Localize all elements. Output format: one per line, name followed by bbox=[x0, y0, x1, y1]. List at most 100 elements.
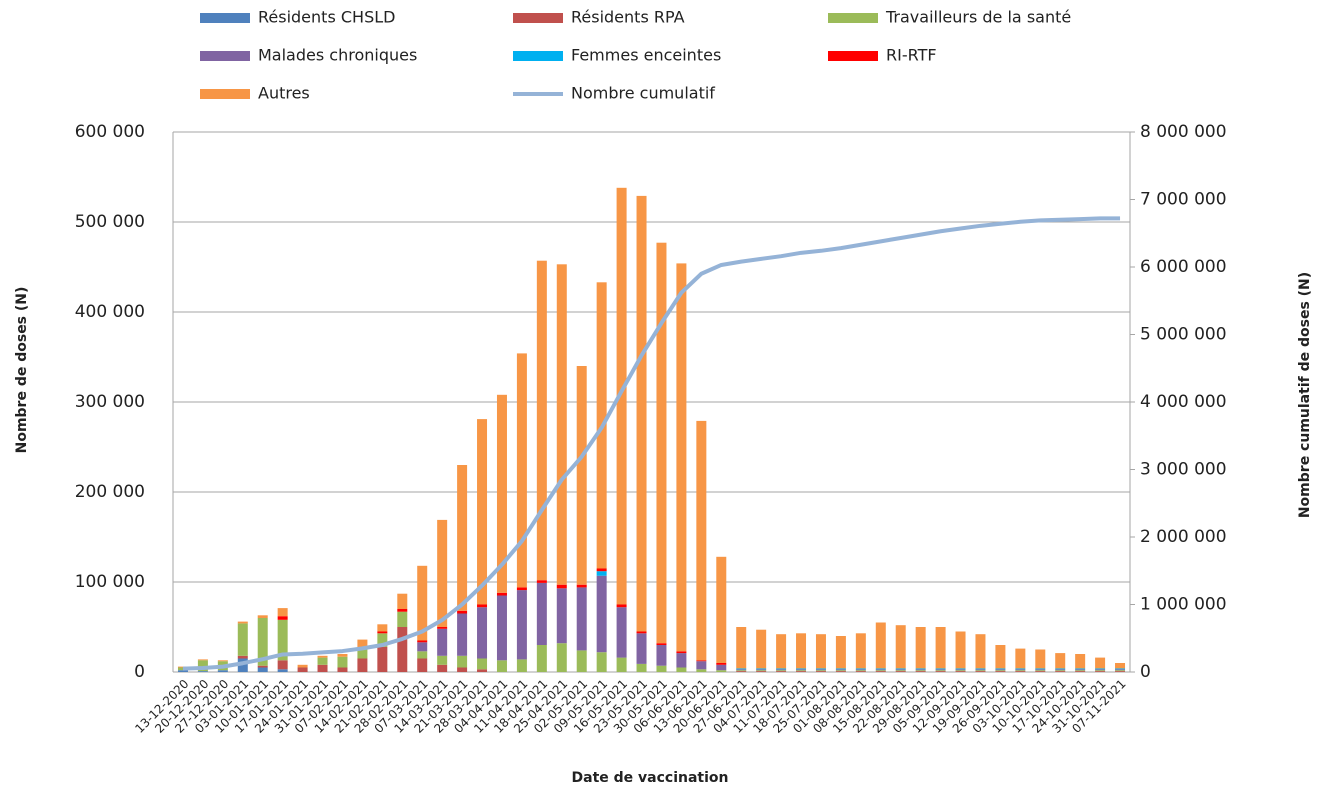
bar-segment bbox=[616, 604, 627, 608]
bar-segment bbox=[257, 665, 268, 668]
bar-segment bbox=[1055, 668, 1066, 670]
bar-segment bbox=[257, 667, 268, 672]
bar-segment bbox=[397, 627, 408, 672]
bar-segment bbox=[656, 645, 667, 666]
bar-segment bbox=[496, 595, 507, 661]
bar-segment bbox=[776, 634, 787, 669]
bar-segment bbox=[756, 629, 767, 669]
y2-axis-title: Nombre cumulatif de doses (N) bbox=[1297, 272, 1313, 518]
bar-segment bbox=[496, 660, 507, 672]
bar-segment bbox=[815, 669, 826, 671]
bar-segment bbox=[796, 633, 807, 669]
bar-segment bbox=[935, 669, 946, 671]
legend-label: Malades chroniques bbox=[258, 46, 417, 65]
bar-segment bbox=[895, 625, 906, 669]
bar-segment bbox=[1115, 671, 1126, 672]
bar-segment bbox=[477, 604, 488, 608]
bar-segment bbox=[855, 668, 866, 670]
legend-swatch bbox=[513, 51, 563, 61]
bar-segment bbox=[815, 668, 826, 670]
bar-segment bbox=[895, 671, 906, 672]
bar-segment bbox=[935, 671, 946, 672]
y-tick-label: 600 000 bbox=[75, 122, 145, 142]
bar-segment bbox=[297, 667, 308, 672]
bar-segment bbox=[1115, 670, 1126, 672]
bar-segment bbox=[875, 669, 886, 671]
bar-segment bbox=[875, 670, 886, 672]
legend-label: Résidents CHSLD bbox=[258, 8, 395, 27]
y2-tick-label: 1 000 000 bbox=[1140, 595, 1227, 615]
bar-segment bbox=[995, 669, 1006, 671]
bar-segment bbox=[815, 670, 826, 672]
bar-segment bbox=[975, 670, 986, 672]
y-axis-title: Nombre de doses (N) bbox=[14, 287, 30, 454]
bar-segment bbox=[955, 670, 966, 672]
bar-segment bbox=[277, 608, 288, 617]
bar-segment bbox=[756, 668, 767, 670]
legend-swatch bbox=[200, 89, 250, 99]
bar-segment bbox=[855, 671, 866, 672]
y-tick-label: 200 000 bbox=[75, 482, 145, 502]
bar-segment bbox=[516, 590, 527, 660]
bar-segment bbox=[257, 618, 268, 666]
bar-segment bbox=[975, 668, 986, 670]
bar-segment bbox=[815, 671, 826, 672]
bar-segment bbox=[437, 655, 448, 665]
bar-segment bbox=[536, 645, 547, 672]
bar-segment bbox=[177, 667, 188, 671]
bar-segment bbox=[616, 607, 627, 658]
bar-segment bbox=[377, 631, 388, 634]
legend-swatch bbox=[200, 51, 250, 61]
bar-segment bbox=[815, 634, 826, 669]
y-tick-label: 100 000 bbox=[75, 572, 145, 592]
bar-segment bbox=[716, 664, 727, 671]
bar-segment bbox=[1115, 669, 1126, 671]
bar-segment bbox=[477, 607, 488, 659]
bar-segment bbox=[437, 519, 448, 627]
y-tick-label: 500 000 bbox=[75, 212, 145, 232]
bar-segment bbox=[197, 659, 208, 661]
bar-segment bbox=[536, 582, 547, 645]
bar-segment bbox=[975, 634, 986, 669]
bar-segment bbox=[477, 669, 488, 672]
bar-segment bbox=[915, 627, 926, 669]
bar-segment bbox=[915, 670, 926, 672]
bar-segment bbox=[776, 669, 787, 671]
bar-segment bbox=[576, 650, 587, 672]
bar-segment bbox=[696, 669, 707, 672]
bar-segment bbox=[237, 655, 248, 659]
bar-segment bbox=[317, 657, 328, 665]
bar-segment bbox=[556, 264, 567, 585]
bar-segment bbox=[1095, 670, 1106, 672]
bar-segment bbox=[576, 587, 587, 651]
bar-segment bbox=[975, 671, 986, 672]
legend-label: Résidents RPA bbox=[571, 8, 685, 27]
bar-segment bbox=[1115, 668, 1126, 670]
bar-segment bbox=[935, 627, 946, 669]
bar-segment bbox=[616, 187, 627, 605]
bar-segment bbox=[477, 419, 488, 605]
bar-segment bbox=[417, 642, 428, 652]
bar-segment bbox=[875, 668, 886, 670]
bar-segment bbox=[457, 465, 468, 611]
legend-swatch bbox=[828, 51, 878, 61]
bar-segment bbox=[696, 420, 707, 661]
y-tick-label: 400 000 bbox=[75, 302, 145, 322]
bar-segment bbox=[377, 646, 388, 672]
bar-segment bbox=[277, 669, 288, 672]
bar-segment bbox=[457, 610, 468, 614]
y2-tick-label: 5 000 000 bbox=[1140, 325, 1227, 345]
bar-segment bbox=[955, 669, 966, 671]
bar-segment bbox=[576, 584, 587, 588]
bar-segment bbox=[935, 670, 946, 672]
bar-segment bbox=[995, 668, 1006, 670]
legend-label: Femmes enceintes bbox=[571, 46, 721, 65]
bar-segment bbox=[496, 394, 507, 593]
bar-segment bbox=[895, 670, 906, 672]
bar-segment bbox=[1015, 668, 1026, 670]
bar-segment bbox=[437, 664, 448, 672]
bar-segment bbox=[1095, 669, 1106, 671]
bar-segment bbox=[1055, 669, 1066, 671]
bar-segment bbox=[217, 660, 228, 662]
bar-segment bbox=[377, 633, 388, 647]
